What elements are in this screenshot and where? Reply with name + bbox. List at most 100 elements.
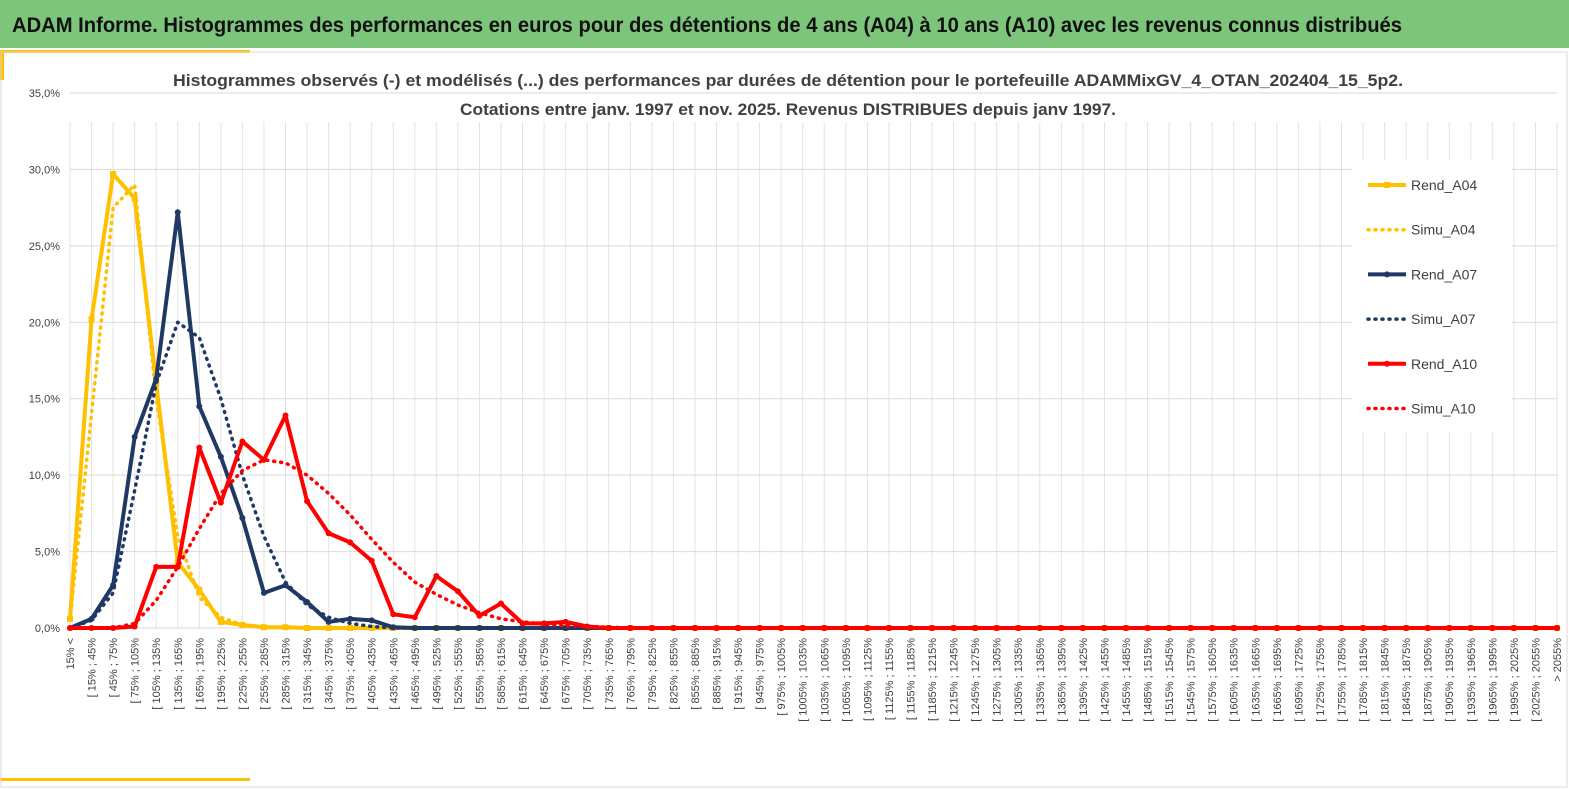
x-tick-label: [ 1965% ; 1995% — [1487, 638, 1499, 722]
point — [196, 586, 203, 593]
point — [1079, 625, 1086, 631]
y-tick-label: 0,0% — [35, 623, 60, 635]
header-bar — [0, 0, 1569, 48]
point — [454, 588, 461, 595]
point — [1058, 625, 1065, 631]
x-tick-label: [ 615% ; 645% — [518, 638, 530, 710]
chart-title: Histogrammes observés (-) et modélisés (… — [173, 71, 1403, 90]
point — [239, 438, 246, 445]
legend-label: Simu_A04 — [1411, 222, 1476, 238]
x-tick-label: [ 1605% ; 1635% — [1229, 638, 1241, 722]
x-tick-label: 15% < — [65, 638, 77, 670]
x-tick-label: [ 1845% ; 1875% — [1401, 638, 1413, 722]
x-tick-label: [ 1275% ; 1305% — [992, 638, 1004, 722]
x-tick-label: [ 1635% ; 1665% — [1250, 638, 1262, 722]
x-tick-label: [ 315% ; 345% — [302, 638, 314, 710]
point — [325, 618, 332, 625]
point — [325, 530, 332, 537]
point — [131, 195, 138, 202]
chart-frame — [0, 51, 1568, 788]
x-tick-label: [ 225% ; 255% — [237, 638, 249, 710]
y-tick-label: 15,0% — [29, 394, 60, 406]
x-tick-label: [ 1515% ; 1545% — [1164, 638, 1176, 722]
point — [196, 403, 203, 410]
point — [304, 498, 311, 505]
x-tick-label: [ 195% ; 225% — [216, 638, 228, 710]
x-tick-label: [ 1065% ; 1095% — [841, 638, 853, 722]
x-tick-label: [ 1245% ; 1275% — [970, 638, 982, 722]
x-tick-label: [ 1305% ; 1335% — [1013, 638, 1025, 722]
x-tick-label: [ 1995% ; 2025% — [1509, 638, 1521, 722]
x-tick-label: [ 1755% ; 1785% — [1336, 638, 1348, 722]
legend-marker — [1384, 360, 1390, 367]
point — [821, 625, 828, 631]
x-tick-label: [ 255% ; 285% — [259, 638, 271, 710]
x-tick-label: [ 825% ; 855% — [668, 638, 680, 710]
x-tick-label: [ 1425% ; 1455% — [1099, 638, 1111, 722]
x-tick-label: [ 855% ; 885% — [690, 638, 702, 710]
point — [1360, 625, 1367, 631]
x-tick-label: [ 1725% ; 1755% — [1315, 638, 1327, 722]
x-tick-label: [ 495% ; 525% — [431, 638, 443, 710]
x-tick-label: [ 1545% ; 1575% — [1186, 638, 1198, 722]
x-tick-label: [ 975% ; 1005% — [776, 638, 788, 716]
x-tick-label: [ 1095% ; 1125% — [862, 638, 874, 721]
point — [368, 617, 375, 624]
x-tick-label: [ 1125% ; 1155% — [884, 638, 896, 720]
x-tick-label: [ 1695% ; 1725% — [1293, 638, 1305, 722]
point — [562, 618, 569, 625]
x-tick-label: [ 1665% ; 1695% — [1272, 638, 1284, 722]
x-tick-label: [ 765% ; 795% — [625, 638, 637, 710]
x-tick-label: [ 555% ; 585% — [474, 638, 486, 710]
x-tick-label: [ 675% ; 705% — [561, 638, 573, 710]
x-tick-label: [ 645% ; 675% — [539, 638, 551, 710]
legend-label: Simu_A07 — [1411, 311, 1476, 327]
point — [498, 600, 505, 607]
x-tick-label: [ 375% ; 405% — [345, 638, 357, 710]
x-tick-label: [ 1395% ; 1425% — [1078, 638, 1090, 722]
x-tick-label: [ 465% ; 495% — [410, 638, 422, 710]
legend-marker — [1384, 271, 1390, 278]
x-tick-label: [ 45% ; 75% — [108, 638, 120, 698]
x-tick-label: > 2055% — [1552, 638, 1564, 682]
point — [368, 557, 375, 564]
x-tick-label: [ 735% ; 765% — [604, 638, 616, 710]
point — [799, 625, 806, 631]
point — [411, 614, 418, 621]
series-line — [68, 458, 1559, 630]
x-tick-label: [ 285% ; 315% — [281, 638, 293, 710]
y-tick-label: 5,0% — [35, 547, 60, 559]
point — [476, 612, 483, 619]
legend-box — [1352, 160, 1512, 432]
point — [347, 625, 354, 631]
x-tick-label: [ 1155% ; 1185% — [905, 638, 917, 720]
legend-label: Rend_A10 — [1411, 356, 1477, 372]
x-tick-label: [ 1035% ; 1065% — [819, 638, 831, 722]
header-title: ADAM Informe. Histogrammes des performan… — [12, 14, 1402, 37]
x-tick-label: [ 1815% ; 1845% — [1380, 638, 1392, 722]
point — [778, 625, 785, 631]
x-tick-label: [ 345% ; 375% — [324, 638, 336, 710]
x-tick-label: [ 915% ; 945% — [733, 638, 745, 710]
x-tick-label: [ 945% ; 975% — [755, 638, 767, 710]
point — [217, 499, 224, 506]
x-tick-label: [ 1575% ; 1605% — [1207, 638, 1219, 722]
chart-subtitle: Cotations entre janv. 1997 et nov. 2025.… — [460, 100, 1116, 119]
x-tick-label: [ 1935% ; 1965% — [1466, 638, 1478, 722]
x-tick-label: [ 1875% ; 1905% — [1423, 638, 1435, 722]
x-tick-label: [ 405% ; 435% — [367, 638, 379, 710]
x-tick-label: [ 15% ; 45% — [87, 638, 99, 698]
legend-label: Rend_A04 — [1411, 177, 1477, 193]
point — [217, 618, 224, 625]
x-tick-label: [ 2025% ; 2055% — [1530, 638, 1542, 722]
x-tick-label: [ 105% ; 135% — [151, 638, 163, 710]
x-tick-label: [ 795% ; 825% — [647, 638, 659, 710]
x-tick-label: [ 1905% ; 1935% — [1444, 638, 1456, 722]
point — [282, 412, 289, 419]
y-tick-label: 20,0% — [29, 317, 60, 329]
x-tick-label: [ 705% ; 735% — [582, 638, 594, 710]
point — [390, 611, 397, 618]
x-tick-label: [ 525% ; 555% — [453, 638, 465, 710]
